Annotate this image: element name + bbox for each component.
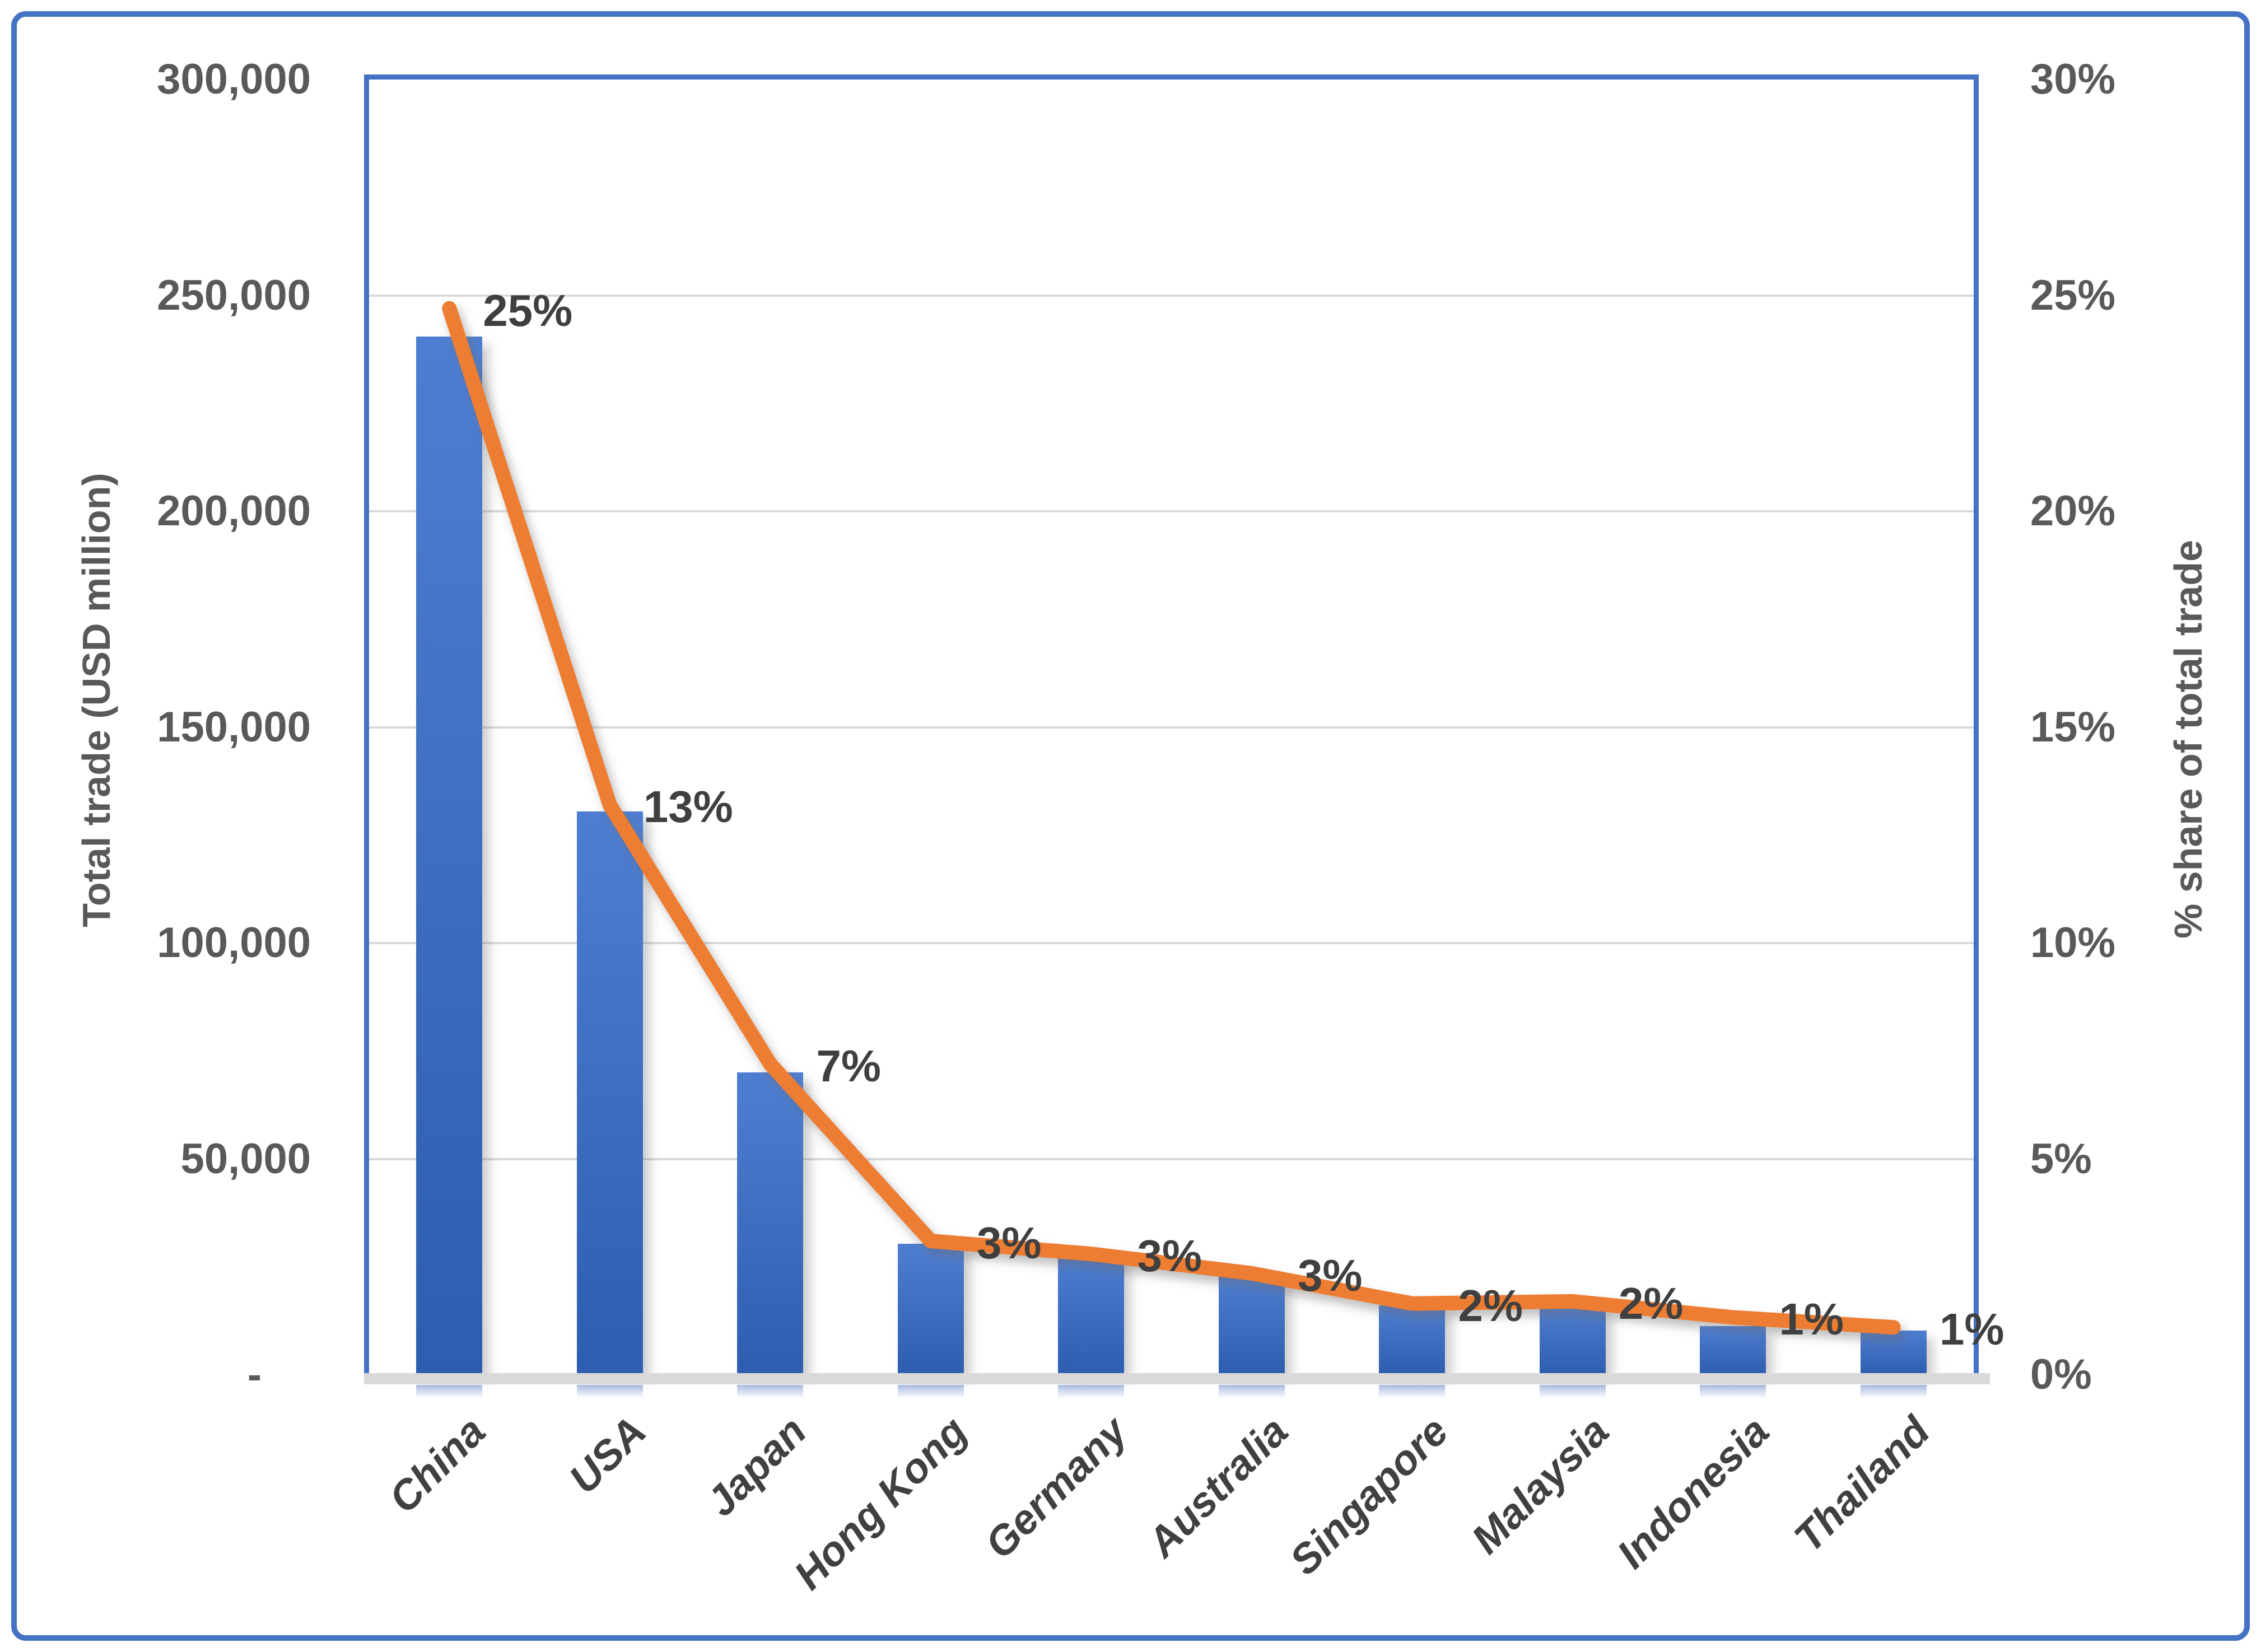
x-axis-line xyxy=(364,1373,1990,1384)
data-label-singapore: 2% xyxy=(1458,1280,1523,1331)
bar-hong-kong xyxy=(897,1244,964,1375)
bar-japan xyxy=(737,1072,804,1375)
gridline xyxy=(369,726,1974,729)
category-label-germany: Germany xyxy=(976,1407,1136,1568)
data-label-japan: 7% xyxy=(816,1040,882,1091)
category-label-thailand: Thailand xyxy=(1785,1407,1938,1561)
bar-reflection xyxy=(737,1385,804,1398)
data-label-thailand: 1% xyxy=(1939,1304,2004,1355)
bar-china xyxy=(416,336,483,1375)
category-label-hong-kong: Hong Kong xyxy=(785,1407,976,1599)
right-axis-tick: 5% xyxy=(2030,1135,2092,1183)
bar-reflection xyxy=(576,1385,643,1398)
data-label-germany: 3% xyxy=(1137,1231,1202,1281)
data-label-australia: 3% xyxy=(1297,1250,1363,1300)
left-axis-tick: 250,000 xyxy=(157,271,311,319)
right-axis-tick: 20% xyxy=(2030,487,2116,535)
left-axis-tick: 50,000 xyxy=(180,1135,311,1183)
bar-indonesia xyxy=(1700,1326,1766,1375)
left-axis-tick: 300,000 xyxy=(157,55,311,103)
bar-thailand xyxy=(1860,1330,1927,1375)
trade-share-line xyxy=(442,301,1901,1335)
right-axis-tick: 15% xyxy=(2030,703,2116,751)
right-axis-tick: 30% xyxy=(2030,55,2116,103)
right-axis-title: % share of total trade xyxy=(2166,540,2210,939)
left-axis-title: Total trade (USD million) xyxy=(74,473,118,927)
share-line-layer xyxy=(442,301,1901,1335)
bar-reflection xyxy=(1218,1385,1285,1398)
plot-area: 25% 13% 7% 3% 3% 3% 2% 2% 1% 1% xyxy=(364,74,2004,1398)
category-label-china: China xyxy=(380,1407,495,1522)
bar-reflection xyxy=(1058,1385,1125,1398)
bar-germany xyxy=(1058,1253,1125,1375)
bar-reflection xyxy=(1860,1385,1927,1398)
data-label-usa: 13% xyxy=(643,782,733,832)
category-label-malaysia: Malaysia xyxy=(1462,1407,1617,1563)
category-label-japan: Japan xyxy=(697,1407,815,1525)
right-axis-tick: 25% xyxy=(2030,271,2116,319)
bar-reflection xyxy=(1379,1385,1446,1398)
category-label-usa: USA xyxy=(560,1407,655,1502)
data-label-indonesia: 1% xyxy=(1779,1294,1844,1345)
bar-australia xyxy=(1218,1276,1285,1375)
left-axis-tick: 100,000 xyxy=(157,919,311,967)
bar-usa xyxy=(576,811,643,1375)
gridline xyxy=(369,294,1974,297)
category-label-singapore: Singapore xyxy=(1280,1407,1457,1584)
left-axis-tick: 150,000 xyxy=(157,703,311,751)
right-axis-tick: 10% xyxy=(2030,919,2116,967)
left-axis-tick: - xyxy=(247,1351,262,1398)
gridline xyxy=(369,1158,1974,1160)
bar-reflection xyxy=(1700,1385,1766,1398)
bar-singapore xyxy=(1379,1305,1446,1375)
bar-reflection xyxy=(416,1385,483,1398)
data-label-china: 25% xyxy=(483,285,573,335)
left-axis-tick: 200,000 xyxy=(157,487,311,535)
data-label-malaysia: 2% xyxy=(1618,1278,1684,1328)
category-label-indonesia: Indonesia xyxy=(1608,1407,1778,1578)
gridline xyxy=(369,942,1974,944)
bar-reflection xyxy=(897,1385,964,1398)
category-label-australia: Australia xyxy=(1138,1407,1297,1566)
right-axis-tick: 0% xyxy=(2030,1351,2092,1398)
bar-reflection xyxy=(1539,1385,1606,1398)
data-label-hong-kong: 3% xyxy=(976,1217,1042,1268)
gridline xyxy=(369,510,1974,512)
bar-malaysia xyxy=(1539,1308,1606,1375)
